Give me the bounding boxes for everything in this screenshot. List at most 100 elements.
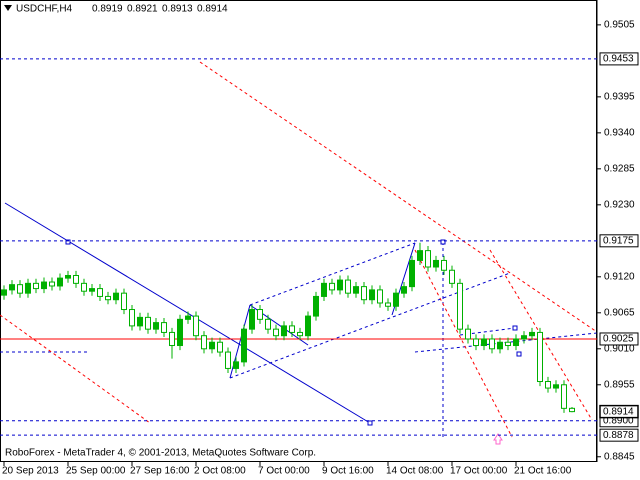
candle-body (417, 250, 423, 261)
header-high: 0.8921 (127, 4, 158, 15)
last-price-box (599, 404, 639, 419)
candle-body (225, 351, 231, 369)
candle-body (89, 288, 95, 292)
x-tick-label: 2 Oct 08:00 (194, 466, 246, 477)
candle-body (473, 338, 479, 347)
level-label: 0.9175 (603, 235, 634, 246)
candle-body (537, 331, 543, 383)
candle-body (153, 322, 159, 330)
candle-body (529, 331, 535, 337)
candle-body (185, 315, 191, 320)
candle-body (33, 282, 39, 290)
candle-body (369, 289, 375, 301)
x-tick-label: 9 Oct 16:00 (322, 466, 374, 477)
x-tick-label: 25 Sep 00:00 (66, 466, 126, 477)
x-tick-label: 7 Oct 00:00 (258, 466, 310, 477)
level-label-box (599, 332, 639, 346)
candle-body (465, 328, 471, 340)
candle-body (449, 269, 455, 284)
candle-body (337, 279, 343, 291)
candle-body (9, 284, 15, 291)
candle-body (193, 315, 199, 337)
candle-body (353, 286, 359, 294)
candle-body (433, 259, 439, 268)
candle-body (217, 341, 223, 353)
candle-body (313, 295, 319, 317)
candle-body (201, 335, 207, 350)
candle-body (297, 331, 303, 337)
y-tick-label: 0.8845 (604, 451, 635, 462)
plot-frame (0, 0, 597, 462)
candle-body (545, 381, 551, 389)
anchor (440, 239, 446, 245)
candle-body (57, 277, 63, 287)
trend-drawings (0, 61, 598, 445)
last-price-label: 0.8914 (603, 406, 634, 417)
candle-body (169, 331, 175, 347)
candle-body (281, 325, 287, 337)
level-label-box (599, 52, 639, 66)
candle-body (249, 309, 255, 330)
x-tick-label: 27 Sep 16:00 (130, 466, 190, 477)
candle-body (321, 282, 327, 297)
candle-body (161, 322, 167, 333)
x-tick-label: 20 Sep 2013 (2, 466, 59, 477)
candle-body (241, 328, 247, 363)
candle-body (65, 274, 71, 279)
candle-body (97, 288, 103, 297)
candle-body (1, 289, 7, 296)
dropdown-icon (4, 5, 12, 11)
candle-body (177, 318, 183, 347)
header-close: 0.8914 (197, 4, 228, 15)
level-label-box (599, 234, 639, 248)
y-tick-label: 0.9010 (604, 343, 635, 354)
y-tick-label: 0.8955 (604, 379, 635, 390)
candle-body (513, 338, 519, 347)
candle-body (81, 282, 87, 292)
candle-body (209, 341, 215, 350)
candle-body (17, 284, 23, 294)
candle-body (361, 286, 367, 301)
candle-body (41, 281, 47, 290)
candle-body (265, 318, 271, 330)
y-tick-label: 0.9285 (604, 163, 635, 174)
trend-line (414, 249, 513, 438)
candle-body (145, 316, 151, 330)
symbol: USDCHF,H4 (16, 4, 73, 15)
candle-body (409, 259, 415, 288)
candle-body (553, 384, 559, 389)
anchor (65, 239, 71, 245)
candle-body (425, 250, 431, 268)
x-tick-label: 14 Oct 08:00 (386, 466, 444, 477)
anchor (512, 325, 518, 331)
trend-line (199, 61, 598, 333)
candle-body (521, 335, 527, 340)
trend-line (249, 242, 416, 306)
candle-body (489, 338, 495, 350)
y-tick-label: 0.9340 (604, 127, 635, 138)
candle-body (73, 274, 79, 284)
header-open: 0.8919 (92, 4, 123, 15)
y-tick-label: 0.9395 (604, 91, 635, 102)
candles (1, 242, 575, 413)
candle-body (289, 325, 295, 333)
candle-body (49, 281, 55, 287)
candle-body (121, 292, 127, 311)
candle-body (329, 282, 335, 291)
y-tick-label: 0.9505 (604, 20, 635, 31)
anchor (516, 351, 522, 357)
candle-body (497, 341, 503, 350)
candle-body (385, 302, 391, 307)
footer: RoboForex - MetaTrader 4, © 2001-2013, M… (5, 448, 316, 459)
level-label-box (599, 428, 639, 442)
trend-line (229, 272, 511, 379)
candle-body (233, 361, 239, 369)
candle-body (113, 292, 119, 301)
candle-body (441, 259, 447, 271)
candle-body (457, 282, 463, 330)
candle-body (105, 295, 111, 301)
y-tick-label: 0.9120 (604, 271, 635, 282)
candle-body (561, 384, 567, 409)
y-tick-label: 0.9230 (604, 199, 635, 210)
